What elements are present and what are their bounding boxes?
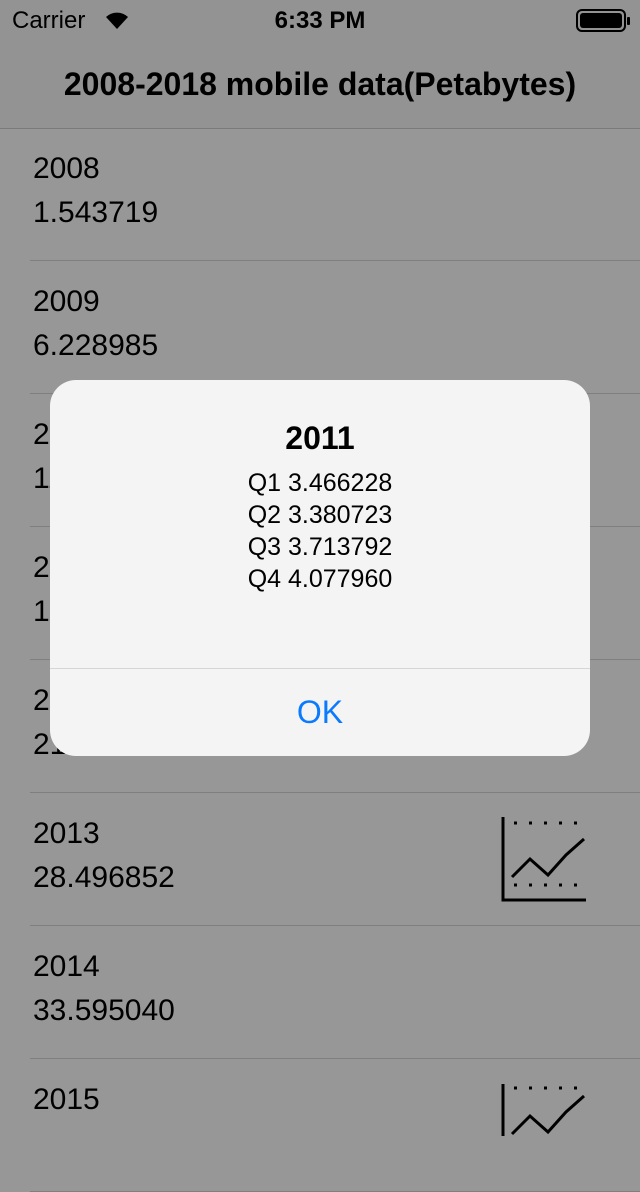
alert-line: Q2 3.380723 xyxy=(247,501,393,529)
alert: 2011 Q1 3.466228 Q2 3.380723 Q3 3.713792 Q4… xyxy=(50,380,590,756)
row-value: 1.543719 xyxy=(33,196,159,229)
alert-line: Q1 3.466228 xyxy=(247,469,393,497)
alert-line: Q4 4.077960 xyxy=(247,565,393,593)
alert-line: Q3 3.713792 xyxy=(247,533,393,561)
row-year: 2008 xyxy=(33,152,100,185)
battery-icon xyxy=(576,9,630,32)
alert-title: 2011 xyxy=(285,420,355,456)
time: 6:33 PM xyxy=(274,7,366,34)
nav-title: 2008-2018 mobile data(Petabytes) xyxy=(63,66,577,102)
row-value: 6.228985 xyxy=(33,329,159,362)
row-year: 2014 xyxy=(33,950,100,983)
row-value: 33.595040 xyxy=(33,994,175,1027)
list-row[interactable]: 2009 6.228985 xyxy=(0,261,640,394)
separator xyxy=(30,1058,640,1059)
separator xyxy=(30,260,640,261)
carrier: Carrier xyxy=(12,7,86,34)
row-value: 28.496852 xyxy=(33,861,175,894)
status-bar: Carrier 6:33 PM xyxy=(0,0,640,40)
chart-icon[interactable] xyxy=(500,815,588,903)
chart-icon[interactable] xyxy=(500,1082,588,1136)
list-row[interactable]: 2013 28.496852 xyxy=(0,793,640,926)
row-year: 2013 xyxy=(33,817,100,850)
list-row[interactable]: 2008 1.543719 xyxy=(0,128,640,261)
separator xyxy=(50,668,590,669)
row-year: 2015 xyxy=(33,1083,100,1116)
list-row[interactable]: 2014 33.595040 xyxy=(0,926,640,1059)
separator xyxy=(30,792,640,793)
row-year: 2009 xyxy=(33,285,100,318)
wifi-icon xyxy=(106,12,128,29)
ok-button[interactable]: OK xyxy=(296,694,344,730)
nav-bar: 2008-2018 mobile data(Petabytes) xyxy=(0,40,640,129)
separator xyxy=(30,925,640,926)
